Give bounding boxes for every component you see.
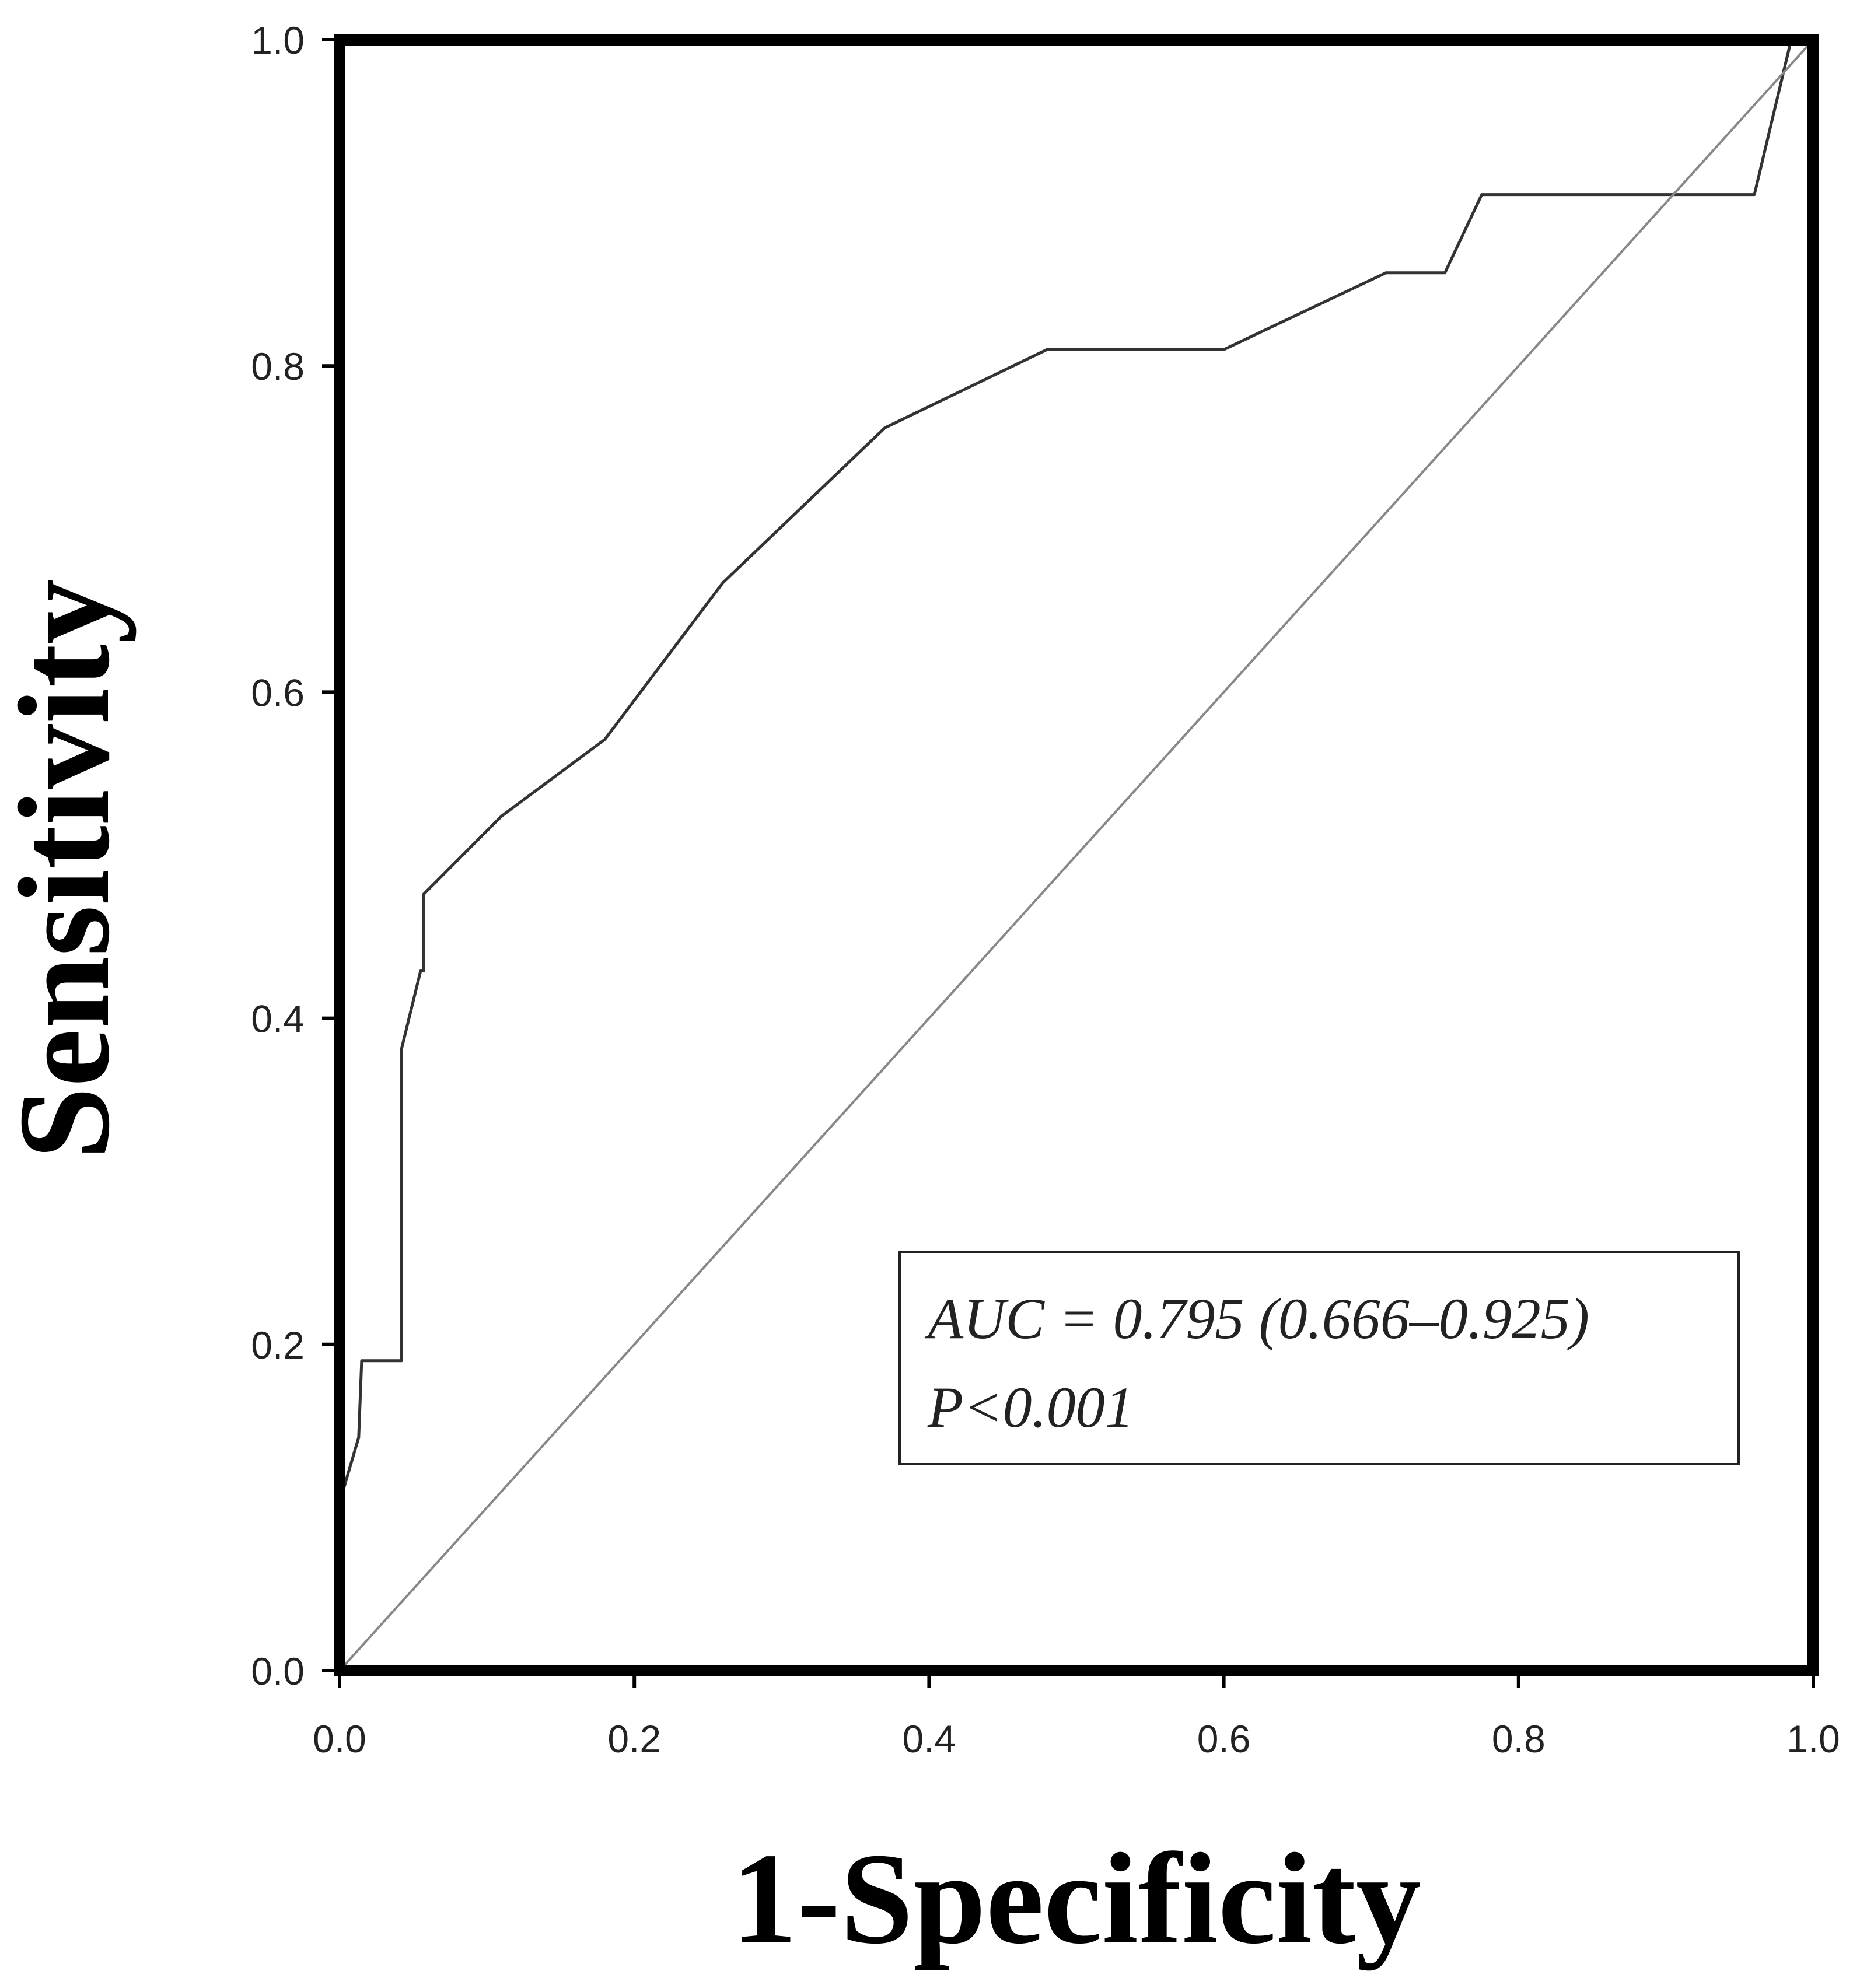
- axis-tick-labels: 0.0 0.2 0.4 0.6 0.8 1.0 0.0 0.2 0.4 0.6 0.8 1.0: [251, 19, 1840, 1760]
- y-tick-label: 0.4: [251, 998, 305, 1041]
- p-value-text: P<0.001: [927, 1375, 1134, 1440]
- x-tick-label: 1.0: [1786, 1717, 1840, 1760]
- x-tick-label: 0.2: [607, 1717, 661, 1760]
- y-tick-label: 0.6: [251, 671, 305, 714]
- y-tick-label: 0.2: [251, 1324, 305, 1367]
- x-tick-label: 0.6: [1197, 1717, 1251, 1760]
- x-tick-label: 0.0: [313, 1717, 366, 1760]
- y-tick-label: 1.0: [251, 19, 305, 62]
- y-tick-label: 0.0: [251, 1650, 305, 1693]
- y-axis-title: Sensitivity: [0, 579, 137, 1160]
- annotation-frame: [898, 1251, 1740, 1465]
- series-layer: [338, 38, 1814, 1672]
- annotation-box: AUC = 0.795 (0.666–0.925) P<0.001: [898, 1251, 1740, 1465]
- plot-frame: [334, 34, 1819, 1676]
- x-tick-label: 0.4: [903, 1717, 956, 1760]
- reference-diagonal-line: [338, 38, 1814, 1672]
- x-tick-label: 0.8: [1492, 1717, 1546, 1760]
- x-axis-title: 1-Specificity: [732, 1826, 1421, 1971]
- auc-text: AUC = 0.795 (0.666–0.925): [924, 1286, 1589, 1351]
- roc-curve-line: [338, 38, 1813, 1671]
- y-tick-label: 0.8: [251, 345, 305, 388]
